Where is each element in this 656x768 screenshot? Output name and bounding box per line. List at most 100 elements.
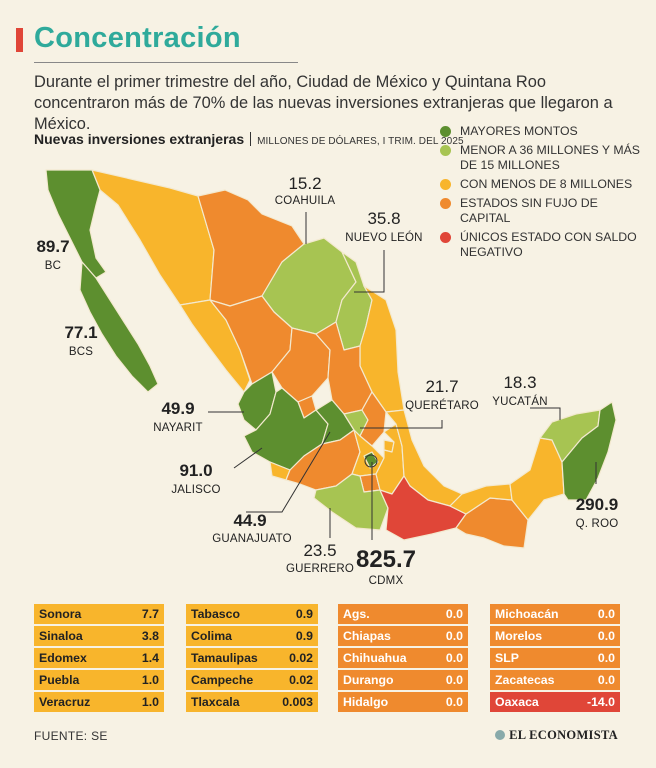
table-state-value: 0.003	[272, 691, 318, 714]
legend-item-menos8: CON MENOS DE 8 MILLONES	[440, 177, 640, 192]
table-state-value: 1.0	[124, 669, 164, 692]
table-state-name: SLP	[490, 647, 576, 670]
legend-swatch-sin-flujo	[440, 198, 451, 209]
brand-icon	[495, 730, 506, 740]
value-queretaro: 21.7	[425, 377, 459, 396]
table-row: Tabasco 0.9	[186, 604, 318, 626]
title-accent-bar	[16, 28, 23, 52]
table-state-value: 1.0	[124, 691, 164, 714]
map-header: Nuevas inversiones extranjeras MILLONES D…	[34, 131, 464, 149]
table-state-value: 0.0	[432, 625, 468, 648]
table-row: SLP 0.0	[490, 647, 620, 670]
table-row: Sinaloa 3.8	[34, 625, 164, 648]
table-row: Morelos 0.0	[490, 625, 620, 648]
page-title: Concentración	[34, 22, 241, 54]
value-guanajuato: 44.9	[233, 511, 267, 530]
table-state-value: 0.0	[575, 669, 620, 692]
label-bcs: BCS	[68, 346, 94, 358]
legend-swatch-menos8	[440, 179, 451, 190]
table-row: Colima 0.9	[186, 625, 318, 648]
value-yucatan: 18.3	[503, 373, 537, 392]
map-header-separator	[250, 132, 252, 146]
leader-guanajuato	[246, 431, 331, 513]
legend-item-menor36: MENOR A 36 MILLONES Y MÁS DE 15 MILLONES	[440, 143, 640, 173]
value-coahuila: 15.2	[288, 174, 322, 193]
table-state-name: Zacatecas	[490, 669, 576, 692]
legend-label-negativo: ÚNICOS ESTADO CON SALDO NEGATIVO	[460, 230, 637, 259]
table-row: Chiapas 0.0	[338, 625, 468, 648]
legend: MAYORES MONTOS MENOR A 36 MILLONES Y MÁS…	[440, 124, 640, 264]
table-state-value: 0.9	[272, 625, 318, 648]
table-state-name: Oaxaca	[490, 691, 576, 714]
value-cdmx: 825.7	[355, 546, 417, 573]
table-state-name: Edomex	[34, 647, 125, 670]
legend-label-sin-flujo: ESTADOS SIN FUJO DE CAPITAL	[460, 196, 598, 225]
brand-name: EL ECONOMISTA	[509, 728, 618, 742]
table-row: Tamaulipas 0.02	[186, 647, 318, 670]
legend-item-sin-flujo: ESTADOS SIN FUJO DE CAPITAL	[440, 196, 640, 226]
table-state-name: Chihuahua	[338, 647, 433, 670]
table-state-value: 7.7	[124, 604, 164, 626]
table-state-value: 0.0	[432, 691, 468, 714]
table-state-name: Puebla	[34, 669, 125, 692]
table-state-value: 1.4	[124, 647, 164, 670]
label-nuevo-leon: NUEVO LEÓN	[345, 232, 423, 244]
table-row: Hidalgo 0.0	[338, 691, 468, 714]
label-jalisco: JALISCO	[171, 484, 221, 496]
cdmx-marker-ring	[364, 454, 378, 468]
label-bc: BC	[44, 260, 62, 272]
table-state-name: Colima	[186, 625, 273, 648]
table-state-name: Durango	[338, 669, 433, 692]
value-guerrero: 23.5	[303, 541, 337, 560]
state-baja-california	[45, 169, 107, 279]
table-row: Ags. 0.0	[338, 604, 468, 626]
table-state-value: 0.0	[432, 669, 468, 692]
value-nayarit: 49.9	[161, 399, 195, 418]
table-row: Campeche 0.02	[186, 669, 318, 692]
legend-label-menor36: MENOR A 36 MILLONES Y MÁS DE 15 MILLONES	[460, 143, 640, 172]
table-state-name: Campeche	[186, 669, 273, 692]
table-state-value: -14.0	[575, 691, 620, 714]
legend-swatch-negativo	[440, 232, 451, 243]
leader-yucatan	[530, 407, 561, 420]
label-guerrero: GUERRERO	[285, 563, 355, 575]
legend-item-negativo: ÚNICOS ESTADO CON SALDO NEGATIVO	[440, 230, 640, 260]
label-guanajuato: GUANAJUATO	[212, 533, 292, 545]
table-col-2: Tabasco 0.9 Colima 0.9 Tamaulipas 0.02 Camp…	[186, 604, 318, 714]
table-row: Michoacán 0.0	[490, 604, 620, 626]
table-state-value: 0.0	[575, 604, 620, 626]
leader-queretaro	[360, 420, 443, 429]
value-bc: 89.7	[36, 237, 70, 256]
table-state-name: Morelos	[490, 625, 576, 648]
table-row: Edomex 1.4	[34, 647, 164, 670]
table-state-name: Sonora	[34, 604, 125, 626]
table-state-value: 0.02	[272, 669, 318, 692]
label-nayarit: NAYARIT	[153, 422, 203, 434]
legend-swatch-menor36	[440, 145, 451, 156]
legend-swatch-mayores	[440, 126, 451, 137]
leader-jalisco	[233, 447, 263, 469]
value-jalisco: 91.0	[179, 461, 213, 480]
table-state-name: Chiapas	[338, 625, 433, 648]
table-row: Zacatecas 0.0	[490, 669, 620, 692]
table-state-value: 0.0	[575, 625, 620, 648]
label-queretaro: QUERÉTARO	[405, 400, 479, 412]
label-cdmx: CDMX	[368, 575, 404, 587]
table-state-name: Ags.	[338, 604, 433, 626]
table-state-name: Hidalgo	[338, 691, 433, 714]
value-qroo: 290.9	[575, 495, 619, 514]
state-hidalgo	[359, 391, 387, 447]
label-yucatan: YUCATÁN	[492, 396, 548, 408]
table-state-value: 3.8	[124, 625, 164, 648]
table-state-name: Veracruz	[34, 691, 125, 714]
table-state-name: Tamaulipas	[186, 647, 273, 670]
table-row: Veracruz 1.0	[34, 691, 164, 714]
label-qroo: Q. ROO	[575, 518, 619, 530]
subtitle: Durante el primer trimestre del año, Ciu…	[34, 73, 613, 133]
table-row-negative: Oaxaca -14.0	[490, 691, 620, 714]
label-coahuila: COAHUILA	[274, 195, 336, 207]
table-state-value: 0.02	[272, 647, 318, 670]
value-nuevo-leon: 35.8	[367, 209, 401, 228]
table-state-value: 0.9	[272, 604, 318, 626]
